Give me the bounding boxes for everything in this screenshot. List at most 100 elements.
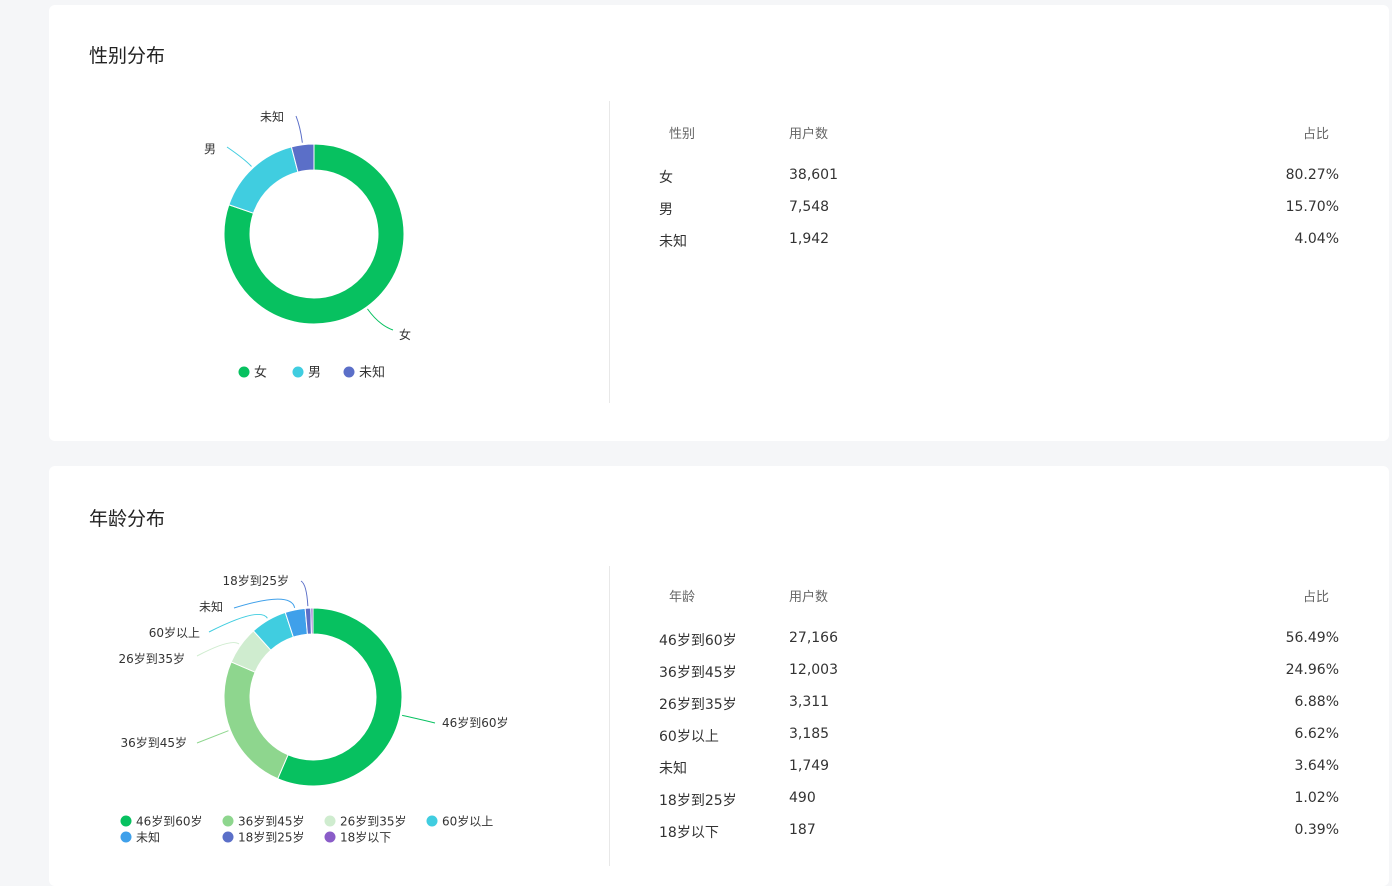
table-row: 女 38,601 80.27% <box>659 167 1339 187</box>
table-row: 未知 1,749 3.64% <box>659 758 1339 778</box>
legend-label: 26岁到35岁 <box>340 814 407 829</box>
leader-line <box>300 580 309 607</box>
table-cell: 3.64% <box>1294 758 1339 774</box>
legend-item[interactable]: 未知 <box>343 365 386 381</box>
age-card: 年龄分布 46岁到60岁 36岁到45岁 26岁到35岁 60岁以上 未知 18岁到25岁… <box>49 466 1389 886</box>
table-row: 26岁到35岁 3,311 6.88% <box>659 694 1339 714</box>
table-row: 46岁到60岁 27,166 56.49% <box>659 630 1339 650</box>
column-header: 占比 <box>1302 590 1329 605</box>
table-cell: 3,311 <box>789 694 830 710</box>
gender-donut-chart: 女男未知女男未知 <box>204 110 411 381</box>
table-cell: 未知 <box>659 761 687 777</box>
legend-item[interactable]: 26岁到35岁 <box>324 814 407 829</box>
legend-label: 18岁以下 <box>340 830 391 845</box>
legend-item[interactable]: 60岁以上 <box>426 814 494 829</box>
slice-label: 36岁到45岁 <box>120 735 187 750</box>
table-cell: 36岁到45岁 <box>659 665 737 681</box>
legend-item[interactable]: 女 <box>238 365 268 381</box>
legend-marker <box>426 815 438 827</box>
legend-item[interactable]: 18岁以下 <box>324 830 392 845</box>
gender-title: 性别分布 <box>89 45 166 67</box>
table-cell: 3,185 <box>789 726 830 742</box>
table-cell: 未知 <box>659 234 687 250</box>
column-header: 占比 <box>1302 127 1329 142</box>
legend-marker <box>222 831 234 843</box>
donut-slice[interactable] <box>277 607 403 787</box>
legend-marker <box>120 815 132 827</box>
table-cell: 18岁到25岁 <box>659 793 737 809</box>
column-header: 年龄 <box>669 590 696 605</box>
column-header: 用户数 <box>789 590 829 605</box>
legend-marker <box>222 815 234 827</box>
slice-label: 18岁到25岁 <box>222 573 289 588</box>
legend-marker <box>343 366 355 378</box>
age-donut-chart: 46岁到60岁36岁到45岁26岁到35岁60岁以上未知18岁到25岁46岁到6… <box>118 573 509 845</box>
slice-label: 未知 <box>199 600 223 614</box>
legend-label: 46岁到60岁 <box>136 814 203 829</box>
table-cell: 1,749 <box>789 758 830 774</box>
slice-label: 女 <box>399 327 411 342</box>
leader-line <box>226 146 252 167</box>
table-row: 18岁以下 187 0.39% <box>659 822 1339 842</box>
table-cell: 女 <box>659 170 673 186</box>
legend-label: 女 <box>254 365 267 381</box>
legend-marker <box>292 366 304 378</box>
leader-line <box>233 598 296 609</box>
donut-slice[interactable] <box>223 143 405 325</box>
table-cell: 1.02% <box>1294 790 1339 806</box>
legend-item[interactable]: 46岁到60岁 <box>120 814 203 829</box>
legend-label: 男 <box>308 366 321 381</box>
donut-slice[interactable] <box>223 661 289 780</box>
legend-item[interactable]: 18岁到25岁 <box>222 830 305 845</box>
table-header: 年龄 用户数 占比 <box>659 586 1339 606</box>
donut-slice[interactable] <box>310 607 314 635</box>
table-cell: 27,166 <box>789 630 838 646</box>
legend-marker <box>324 815 336 827</box>
table-cell: 男 <box>659 202 673 218</box>
legend-label: 36岁到45岁 <box>238 814 305 829</box>
legend-label: 未知 <box>359 365 385 381</box>
table-cell: 26岁到35岁 <box>659 697 737 713</box>
leader-line <box>196 642 240 657</box>
legend-item[interactable]: 36岁到45岁 <box>222 814 305 829</box>
table-cell: 80.27% <box>1285 167 1339 183</box>
column-header: 性别 <box>669 127 696 142</box>
gender-card: 性别分布 女男未知女男未知 性别 用户数 占比女 38,601 80.27% 男 7,548… <box>49 5 1389 441</box>
table-row: 60岁以上 3,185 6.62% <box>659 726 1339 746</box>
table-cell: 0.39% <box>1294 822 1339 838</box>
leader-line <box>208 613 268 633</box>
table-row: 36岁到45岁 12,003 24.96% <box>659 662 1339 682</box>
divider <box>609 101 610 403</box>
legend-marker <box>120 831 132 843</box>
table-row: 18岁到25岁 490 1.02% <box>659 790 1339 810</box>
table-cell: 15.70% <box>1285 199 1339 215</box>
legend-label: 18岁到25岁 <box>238 830 305 845</box>
leader-line <box>196 730 229 744</box>
table-cell: 24.96% <box>1285 662 1339 678</box>
table-cell: 56.49% <box>1285 630 1339 646</box>
table-cell: 46岁到60岁 <box>659 633 737 649</box>
donut-slice[interactable] <box>290 143 315 173</box>
table-cell: 6.62% <box>1294 726 1339 742</box>
table-cell: 490 <box>789 790 816 806</box>
leader-line <box>367 308 394 331</box>
column-header: 用户数 <box>789 127 829 142</box>
leader-line <box>295 115 303 143</box>
table-cell: 38,601 <box>789 167 838 183</box>
slice-label: 46岁到60岁 <box>442 715 509 730</box>
donut-slice[interactable] <box>228 146 299 214</box>
table-header: 性别 用户数 占比 <box>659 123 1339 143</box>
table-cell: 4.04% <box>1294 231 1339 247</box>
table-cell: 6.88% <box>1294 694 1339 710</box>
table-row: 男 7,548 15.70% <box>659 199 1339 219</box>
legend-item[interactable]: 男 <box>292 366 322 381</box>
table-cell: 7,548 <box>789 199 830 215</box>
table-row: 未知 1,942 4.04% <box>659 231 1339 251</box>
slice-label: 未知 <box>260 110 284 124</box>
table-cell: 187 <box>789 822 816 838</box>
divider <box>609 566 610 866</box>
legend-item[interactable]: 未知 <box>120 831 161 845</box>
legend-label: 60岁以上 <box>442 814 493 829</box>
legend-marker <box>238 366 250 378</box>
table-cell: 60岁以上 <box>659 729 719 745</box>
